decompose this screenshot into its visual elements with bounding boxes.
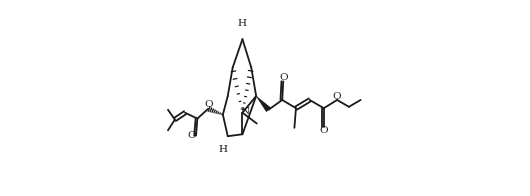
Polygon shape: [256, 96, 271, 112]
Text: O: O: [333, 92, 341, 101]
Text: O: O: [279, 73, 288, 82]
Text: O: O: [188, 131, 197, 140]
Text: O: O: [320, 126, 328, 135]
Text: H: H: [218, 145, 227, 154]
Text: O: O: [205, 100, 214, 109]
Text: N: N: [241, 107, 250, 116]
Text: H: H: [238, 19, 247, 28]
